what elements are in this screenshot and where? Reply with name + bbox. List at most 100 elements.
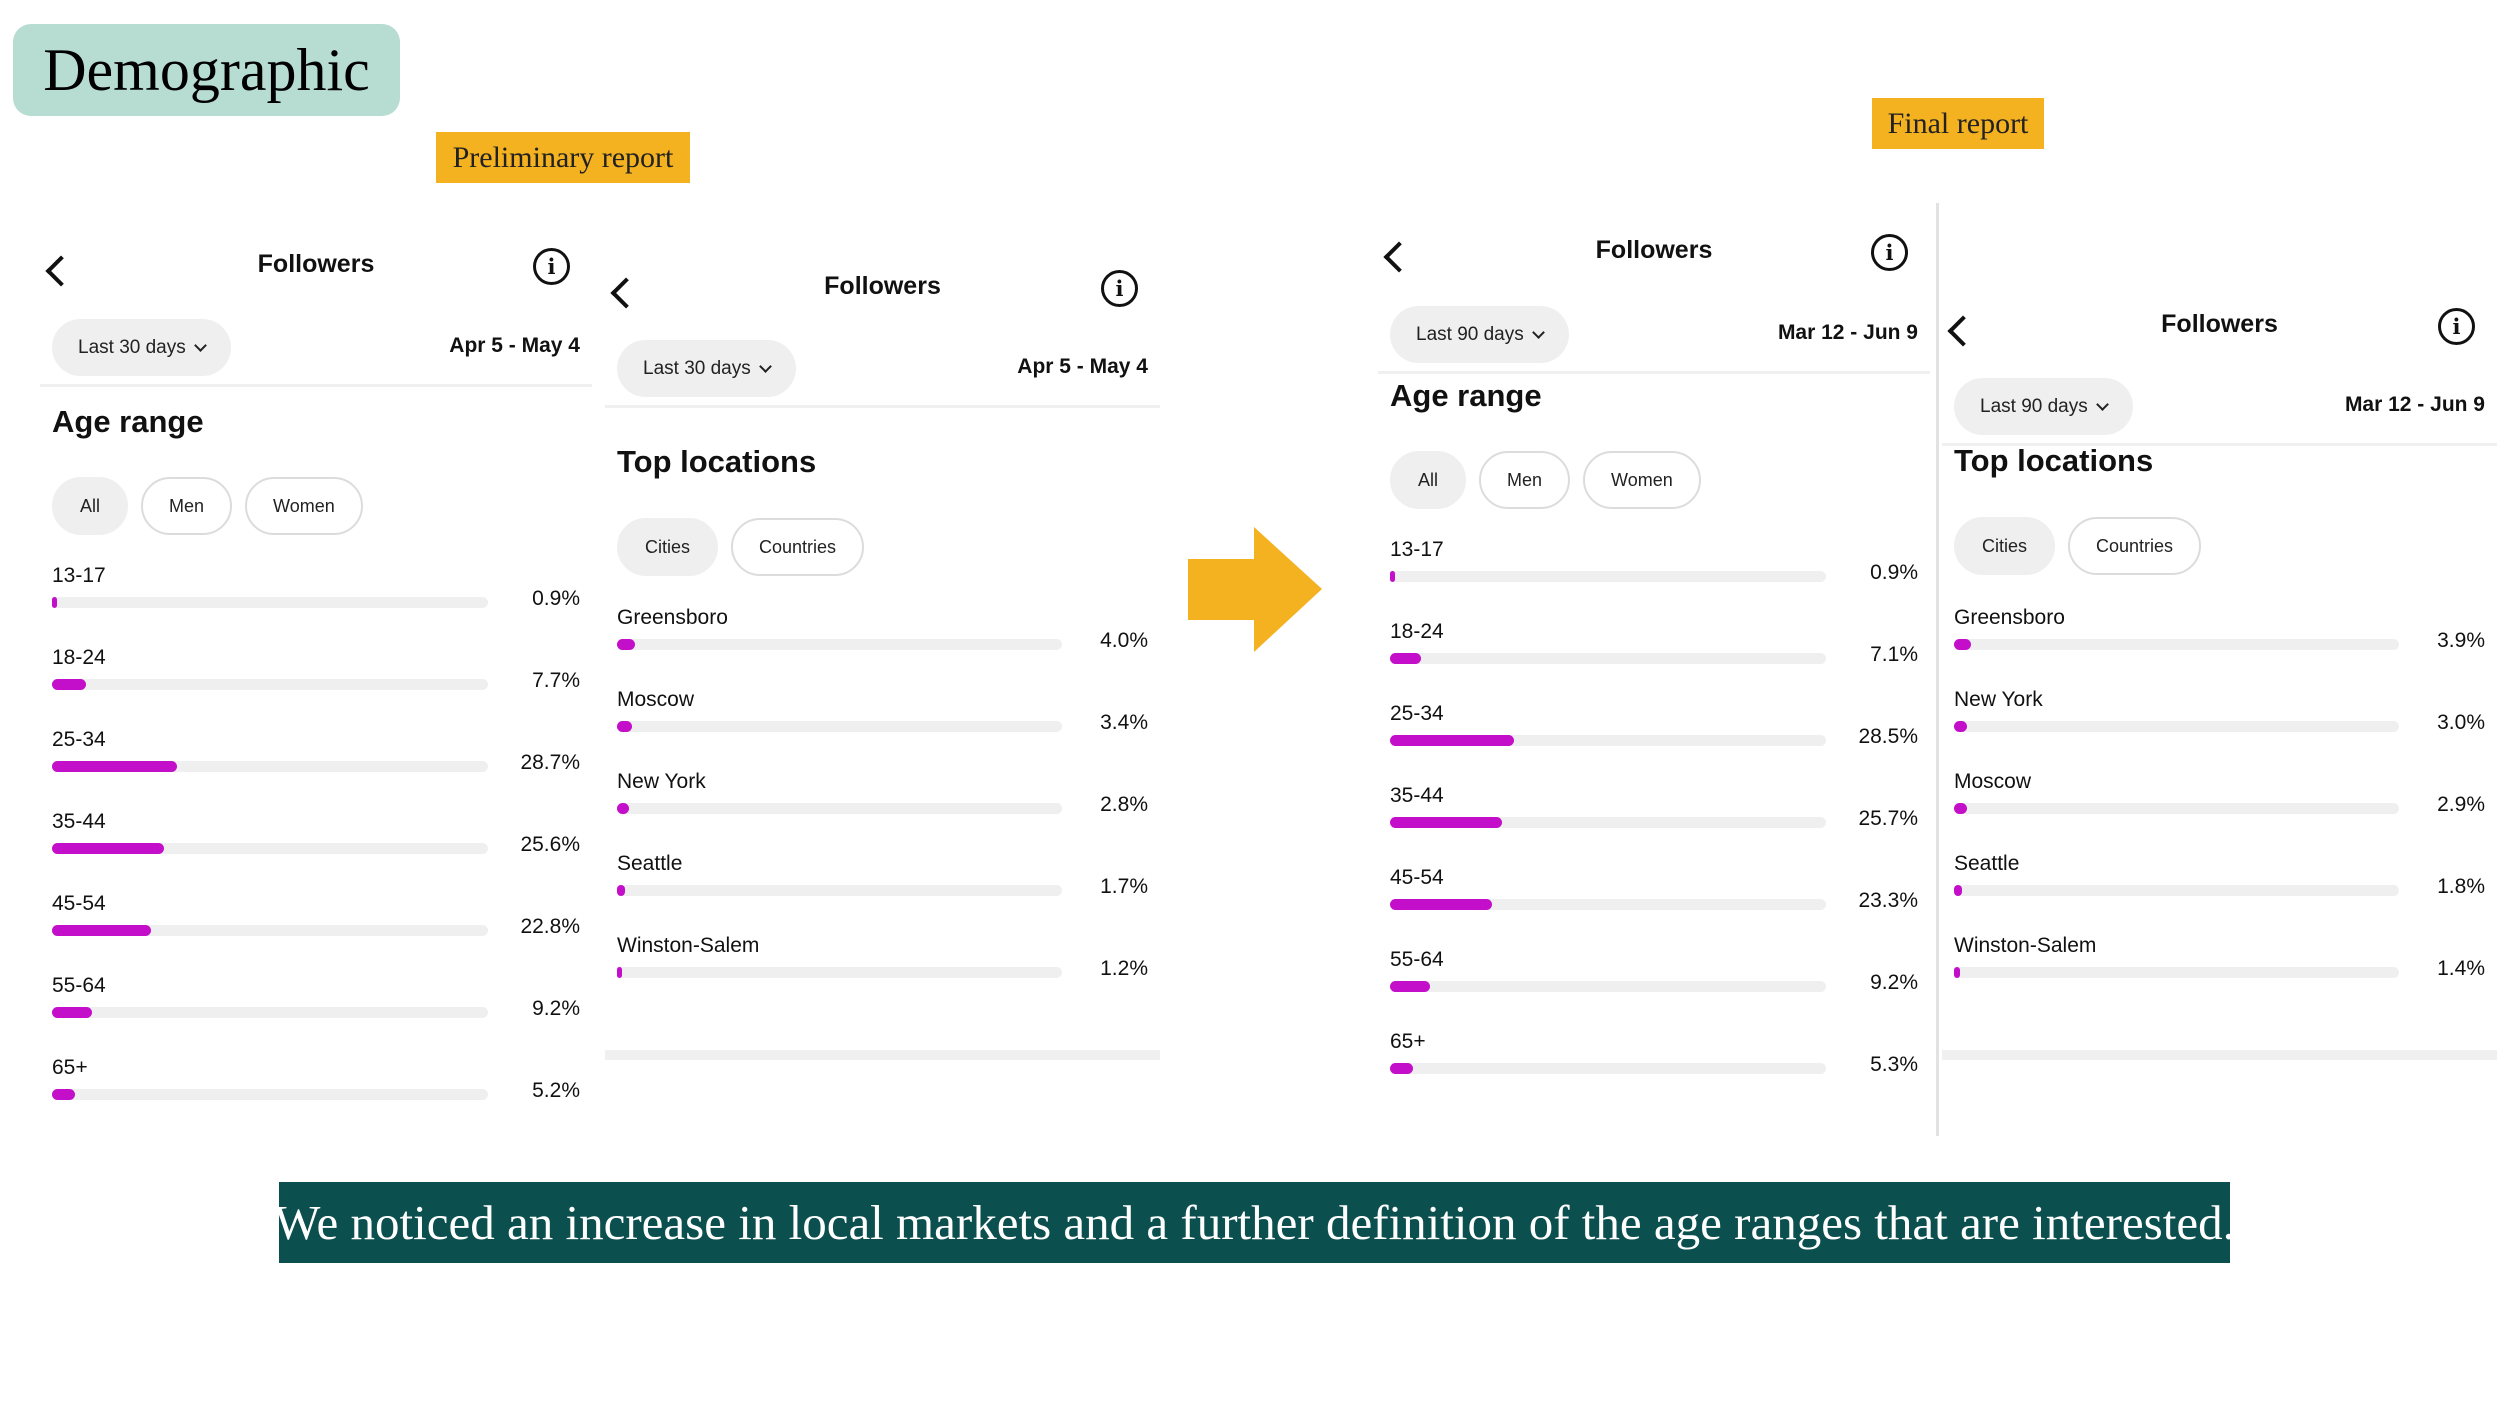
stat-row-percent: 0.9% [532,587,580,610]
stat-row-percent: 3.0% [2437,711,2485,734]
panel-title: Followers [1595,236,1713,264]
stat-row-label: Greensboro [1954,606,2065,629]
caption-banner: We noticed an increase in local markets … [274,1182,2235,1263]
date-range-dropdown-label: Last 90 days [1980,395,2088,417]
filter-tab-countries[interactable]: Countries [731,518,865,576]
stat-row-label: Seattle [617,852,683,875]
chevron-down-icon [2095,397,2109,411]
stat-row-percent: 4.0% [1100,629,1148,652]
filter-tab-women[interactable]: Women [1583,451,1701,509]
info-icon[interactable]: i [2438,308,2475,345]
date-range-dropdown[interactable]: Last 90 days [1954,378,2133,435]
stat-bar-track [1390,653,1826,664]
panel-bottom-divider [605,1050,1160,1060]
stat-row-percent: 25.6% [520,833,580,856]
filter-tabs: All Men Women [52,477,363,535]
filter-tab-all[interactable]: All [52,477,129,535]
stat-row: 55-64 9.2% [52,974,580,1056]
filter-tab-all[interactable]: All [1390,451,1467,509]
stat-row-label: 25-34 [1390,702,1444,725]
stat-row-percent: 9.2% [1870,971,1918,994]
section-title: Top locations [1954,443,2154,478]
stat-row: Greensboro 4.0% [617,606,1148,688]
stat-row: New York 3.0% [1954,688,2485,770]
info-icon[interactable]: i [1871,234,1908,271]
stat-row-label: Greensboro [617,606,728,629]
stat-bar-track [52,1007,488,1018]
stat-row: Seattle 1.8% [1954,852,2485,934]
date-range-text: Mar 12 - Jun 9 [1777,321,1918,344]
filter-tab-cities[interactable]: Cities [1954,517,2056,575]
stat-row-label: 18-24 [52,646,106,669]
stat-row: Moscow 3.4% [617,688,1148,770]
stat-bar-fill [1390,735,1515,746]
stat-row-percent: 23.3% [1858,889,1918,912]
stat-row-label: Moscow [1954,770,2032,793]
stat-bar-track [1390,817,1826,828]
followers-panel-final-age: Followers i Last 90 days Mar 12 - Jun 9 Age … [1378,0,1930,1140]
stat-row: 18-24 7.7% [52,646,580,728]
filter-tab-countries[interactable]: Countries [2068,517,2202,575]
panel-title: Followers [824,272,941,300]
date-toolbar: Last 90 days Mar 12 - Jun 9 [1942,366,2497,446]
filter-tab-women[interactable]: Women [245,477,363,535]
panel-title: Followers [257,250,375,278]
stat-bar-track [1954,967,2399,978]
date-toolbar: Last 90 days Mar 12 - Jun 9 [1378,294,1930,374]
stat-row-label: 35-44 [52,810,106,833]
panel-header: Followers i [40,248,592,308]
filter-tab-men[interactable]: Men [141,477,233,535]
stat-row: New York 2.8% [617,770,1148,852]
date-range-text: Mar 12 - Jun 9 [2344,393,2485,416]
stat-row-percent: 1.8% [2437,875,2485,898]
panel-header: Followers i [1942,308,2497,368]
filter-tab-men[interactable]: Men [1479,451,1571,509]
stat-bar-fill [1954,885,1962,896]
stat-list: 13-17 0.9% 18-24 7.7% 25-34 28.7% 35-44 25.6% 45… [52,564,580,1138]
stat-row: 65+ 5.3% [1390,1030,1918,1112]
stat-list: Greensboro 3.9% New York 3.0% Moscow 2.9% Seat… [1954,606,2485,1016]
stat-bar-track [1390,735,1826,746]
stat-row: 65+ 5.2% [52,1056,580,1138]
date-range-dropdown[interactable]: Last 30 days [52,319,231,376]
stat-row-label: 18-24 [1390,620,1444,643]
stat-row-label: 65+ [1390,1030,1426,1053]
stat-row-percent: 28.7% [520,751,580,774]
stat-bar-fill [1954,721,1968,732]
date-range-dropdown[interactable]: Last 30 days [617,340,796,397]
stat-row-label: Winston-Salem [617,934,760,957]
followers-panel-final-loc: Followers i Last 90 days Mar 12 - Jun 9 Top … [1942,0,2497,1140]
stat-bar-fill [1390,571,1395,582]
stat-bar-track [617,885,1062,896]
filter-tabs: Cities Countries [617,518,865,576]
chevron-down-icon [758,359,772,373]
info-icon[interactable]: i [533,248,570,285]
stat-row: Moscow 2.9% [1954,770,2485,852]
stat-row-percent: 5.2% [532,1079,580,1102]
filter-tab-cities[interactable]: Cities [617,518,719,576]
stat-row: 13-17 0.9% [1390,538,1918,620]
stat-bar-track [52,1089,488,1100]
info-icon[interactable]: i [1101,270,1138,307]
panel-divider [1936,203,1939,1136]
panel-header: Followers i [605,270,1160,330]
stat-row-label: New York [617,770,706,793]
stat-row: Winston-Salem 1.2% [617,934,1148,1016]
stat-bar-fill [52,925,152,936]
date-range-dropdown[interactable]: Last 90 days [1390,306,1569,363]
stat-row-label: 45-54 [52,892,106,915]
date-toolbar: Last 30 days Apr 5 - May 4 [40,307,592,387]
stat-bar-fill [617,885,625,896]
slide-title: Demographic [13,24,400,116]
stat-bar-fill [52,679,86,690]
filter-tabs: All Men Women [1390,451,1701,509]
stat-bar-fill [617,803,630,814]
stat-bar-track [1954,639,2399,650]
stat-row-label: 65+ [52,1056,88,1079]
stat-bar-fill [1390,1063,1414,1074]
stat-row-label: Winston-Salem [1954,934,2097,957]
chevron-down-icon [193,338,207,352]
final-report-tag: Final report [1872,98,2044,149]
section-title: Age range [1390,378,1542,413]
date-range-dropdown-label: Last 30 days [643,357,751,379]
